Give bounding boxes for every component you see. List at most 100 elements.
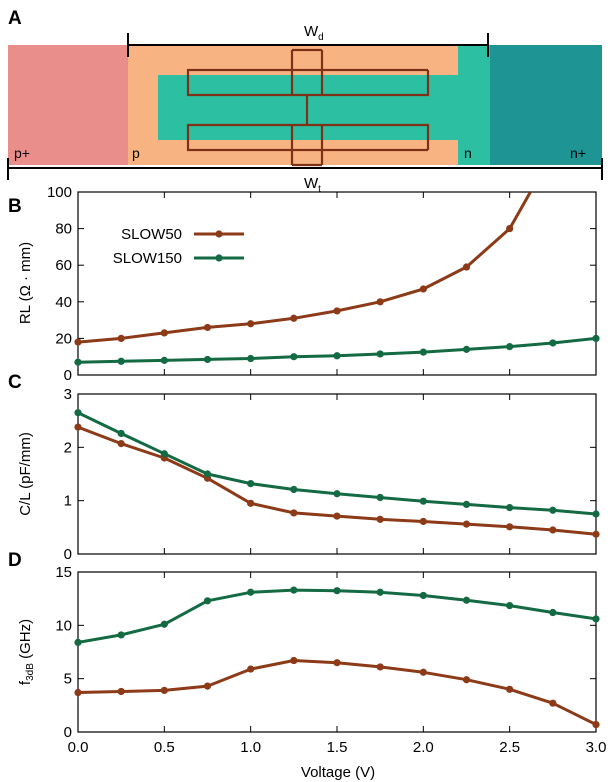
- panel-label-c: C: [8, 372, 22, 393]
- data-point-slow50: [506, 685, 514, 693]
- plot-frame: [77, 571, 597, 733]
- y-label-c: C/L (pF/mm): [17, 432, 34, 516]
- data-point-slow150: [247, 480, 255, 488]
- data-point-slow150: [506, 602, 514, 610]
- wt-label: Wt: [304, 175, 321, 195]
- data-point-slow150: [419, 497, 427, 505]
- x-tick-label: 1.5: [327, 739, 348, 756]
- data-point-slow150: [376, 588, 384, 596]
- y-tick-label: 20: [55, 330, 72, 347]
- data-point-slow50: [160, 686, 168, 695]
- data-point-slow50: [117, 334, 125, 342]
- data-point-slow150: [290, 353, 298, 361]
- data-point-slow150: [462, 596, 471, 604]
- data-point-slow50: [376, 663, 384, 671]
- y-tick-label: 2: [64, 439, 72, 456]
- y-tick-label: 1: [64, 493, 72, 510]
- data-point-slow50: [247, 499, 255, 507]
- wt-dimension: Wt: [7, 158, 603, 195]
- legend-label-slow50: SLOW50: [121, 226, 182, 243]
- plot-frame: [77, 191, 597, 376]
- data-point-slow150: [592, 334, 600, 342]
- wd-label: Wd: [304, 23, 324, 43]
- data-point-slow150: [203, 355, 212, 364]
- data-point-slow50: [290, 509, 298, 517]
- data-point-slow50: [290, 656, 298, 665]
- x-tick-label: 3.0: [586, 739, 607, 756]
- plot-d: 0 5 10 15 0.0 0.5 1.0 1.5 2.0 2.5 3.0: [55, 564, 606, 756]
- panel-label-d: D: [8, 550, 22, 571]
- data-point-slow150: [247, 354, 255, 363]
- data-point-slow50: [419, 517, 427, 526]
- data-point-slow150: [117, 357, 125, 365]
- data-point-slow150: [290, 586, 298, 594]
- y-tick-label: 0: [64, 546, 72, 563]
- data-point-slow150: [506, 343, 514, 351]
- data-point-slow150: [203, 597, 212, 605]
- label-n: n: [464, 145, 472, 161]
- panel-label-a: A: [8, 8, 22, 29]
- data-point-slow50: [462, 263, 471, 271]
- y-tick-label: 100: [47, 184, 72, 201]
- y-tick-label: 0: [64, 367, 72, 384]
- data-point-slow150: [160, 450, 168, 458]
- data-point-slow150: [419, 591, 427, 600]
- series-line-slow50: [78, 192, 532, 344]
- y-tick-label: 15: [55, 564, 72, 581]
- plot-frame: [77, 393, 597, 555]
- legend-marker-slow150: [215, 254, 223, 262]
- data-point-slow50: [419, 668, 427, 676]
- legend-label-slow150: SLOW150: [113, 250, 182, 267]
- data-point-slow150: [376, 350, 384, 358]
- y-tick-label: 0: [64, 724, 72, 741]
- data-point-slow150: [117, 631, 125, 639]
- y-tick-label: 3: [64, 386, 72, 403]
- data-point-slow150: [462, 345, 471, 353]
- series-line-slow150: [78, 588, 596, 644]
- data-point-slow150: [549, 339, 557, 347]
- legend-marker-slow50: [215, 230, 223, 238]
- data-point-slow150: [506, 504, 514, 512]
- plot-b: 0 20 40 60 80 100 SLOW50 SLOW150: [47, 184, 600, 384]
- data-point-slow50: [333, 659, 341, 667]
- data-point-slow150: [333, 490, 341, 498]
- data-point-slow50: [376, 298, 384, 306]
- x-tick-label: 0.5: [154, 739, 175, 756]
- data-point-slow50: [549, 699, 557, 707]
- data-point-slow150: [117, 429, 125, 438]
- data-point-slow150: [592, 615, 600, 623]
- data-point-slow150: [160, 356, 168, 364]
- p-plus-region: [8, 45, 128, 165]
- y-tick-label: 60: [55, 257, 72, 274]
- data-point-slow50: [74, 338, 82, 346]
- x-tick-label: 0.0: [68, 739, 89, 756]
- y-tick-label: 80: [55, 221, 72, 238]
- data-point-slow150: [419, 348, 427, 356]
- data-point-slow150: [74, 638, 82, 647]
- data-point-slow50: [592, 530, 600, 538]
- series-line-slow50: [78, 659, 596, 726]
- data-point-slow50: [117, 687, 125, 696]
- data-point-slow50: [290, 314, 298, 322]
- data-point-slow50: [160, 329, 168, 337]
- data-point-slow150: [462, 500, 471, 508]
- label-n-plus: n+: [570, 145, 586, 161]
- y-label-b: RL (Ω · mm): [17, 242, 34, 324]
- data-point-slow150: [74, 409, 82, 417]
- x-tick-label: 2.0: [413, 739, 434, 756]
- data-point-slow50: [462, 520, 471, 528]
- data-point-slow50: [592, 720, 600, 729]
- data-point-slow150: [333, 352, 341, 360]
- data-point-slow50: [333, 307, 341, 315]
- data-point-slow150: [74, 358, 82, 366]
- data-point-slow150: [549, 608, 557, 617]
- label-p-plus: p+: [14, 145, 30, 161]
- data-point-slow50: [117, 440, 125, 448]
- data-point-slow150: [333, 587, 341, 595]
- data-point-slow50: [247, 320, 255, 328]
- data-point-slow150: [376, 493, 384, 502]
- y-tick-label: 10: [55, 617, 72, 634]
- x-tick-label: 1.0: [240, 739, 261, 756]
- x-tick-label: 2.5: [499, 739, 520, 756]
